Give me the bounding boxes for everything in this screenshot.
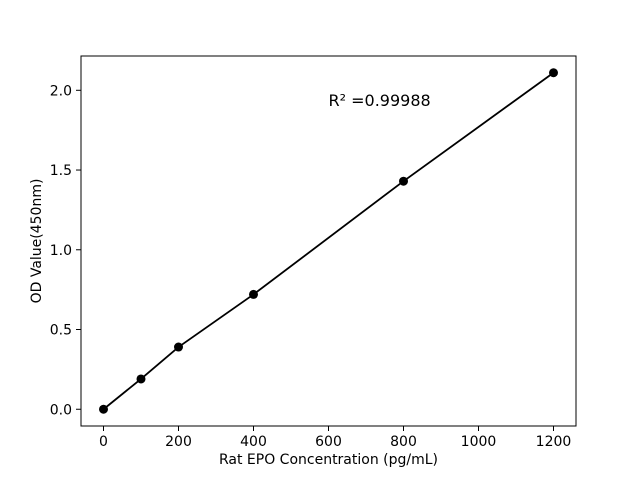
data-point [99, 404, 108, 414]
x-tick-label: 1000 [461, 434, 497, 450]
x-tick-label: 0 [99, 434, 108, 450]
y-tick-label: 1.0 [50, 243, 72, 259]
data-line [102, 71, 555, 411]
y-axis-label: OD Value(450nm) [29, 179, 45, 304]
data-point [249, 289, 258, 299]
r-squared-annotation: R² =0.99988 [329, 91, 431, 110]
x-tick-label: 1200 [536, 434, 572, 450]
data-points [99, 68, 558, 414]
y-tick-label: 0.5 [50, 323, 72, 339]
x-tick-label: 200 [165, 434, 192, 450]
x-tick-label: 400 [240, 434, 267, 450]
x-tick-label: 800 [390, 434, 417, 450]
data-point [399, 176, 408, 186]
data-point [549, 68, 558, 78]
y-tick-label: 0.0 [50, 402, 72, 418]
y-tick-label: 1.5 [50, 163, 72, 179]
x-axis-label: Rat EPO Concentration (pg/mL) [219, 452, 438, 468]
x-axis-ticks: 0 200 400 600 800 1000 1200 [99, 426, 571, 450]
data-point [136, 374, 146, 384]
data-point [174, 342, 183, 352]
y-tick-label: 2.0 [50, 83, 72, 99]
x-tick-label: 600 [315, 434, 342, 450]
y-axis-ticks: 0.0 0.5 1.0 1.5 2.0 [50, 83, 81, 418]
